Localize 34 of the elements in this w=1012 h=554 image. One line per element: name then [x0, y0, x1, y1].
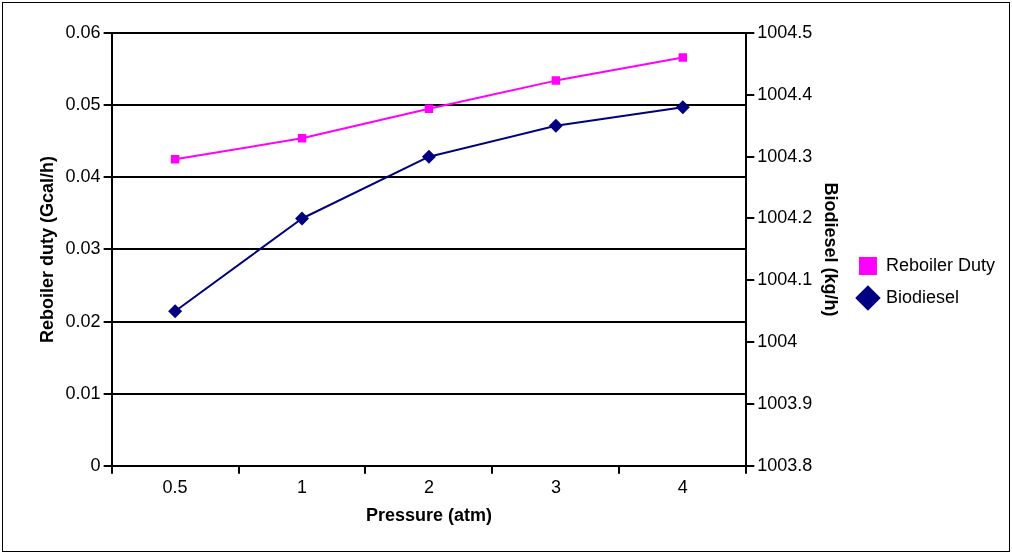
x-tick-label: 0.5 [162, 476, 188, 497]
point [678, 53, 688, 62]
point [424, 104, 434, 113]
point [551, 76, 561, 85]
point [675, 100, 690, 115]
y-tick-label: 0.04 [65, 166, 101, 187]
y-tick-label: 0.05 [65, 94, 101, 115]
y2-tick-label: 1004.1 [757, 269, 813, 290]
y2-tick-label: 1003.8 [757, 454, 813, 475]
y-axis-title: Reboiler duty (Gcal/h) [36, 155, 57, 343]
point [168, 304, 183, 319]
y2-tick-label: 1004.3 [757, 145, 813, 166]
x-axis-title: Pressure (atm) [365, 505, 492, 526]
y2-tick-label: 1004 [757, 331, 798, 352]
point [548, 118, 563, 133]
point [295, 211, 310, 226]
y-tick-label: 0.06 [65, 21, 101, 42]
y-tick-label: 0.01 [65, 382, 101, 403]
point [297, 134, 307, 143]
x-tick-label: 3 [550, 476, 561, 497]
x-tick-label: 2 [423, 476, 434, 497]
point [421, 149, 436, 164]
y-tick-label: 0 [90, 454, 101, 475]
y2-axis-title: Biodiesel (kg/h) [821, 182, 842, 317]
legend-label: Reboiler Duty [885, 254, 995, 275]
y2-tick-label: 1004.4 [757, 83, 813, 104]
y2-tick-label: 1004.2 [757, 207, 813, 228]
legend-label: Biodiesel [885, 286, 959, 307]
y2-tick-label: 1004.5 [757, 21, 813, 42]
y-tick-label: 0.03 [65, 238, 101, 259]
x-tick-label: 4 [677, 476, 688, 497]
y2-tick-label: 1003.9 [757, 392, 813, 413]
y-tick-label: 0.02 [65, 310, 101, 331]
x-tick-label: 1 [297, 476, 308, 497]
